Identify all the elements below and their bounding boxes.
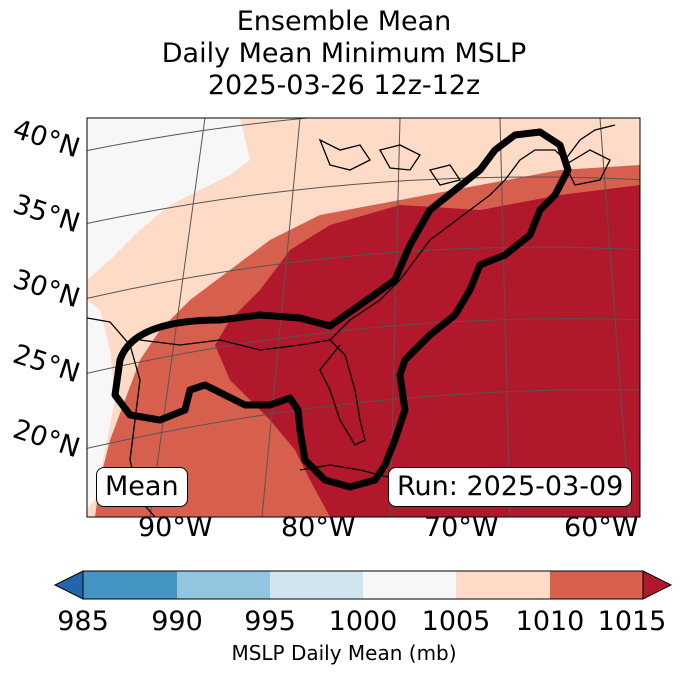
colorbar-tick-1010: 1010 bbox=[515, 606, 585, 637]
field-1000-1005 bbox=[87, 118, 250, 280]
colorbar-tick-1015: 1015 bbox=[597, 606, 667, 637]
lon-label-70: 70°W bbox=[424, 512, 499, 543]
colorbar-bin-1005-1010 bbox=[456, 571, 550, 599]
title-line-1: Ensemble Mean bbox=[236, 6, 452, 37]
stat-label: Mean bbox=[96, 467, 188, 507]
colorbar-extend-high bbox=[642, 570, 673, 600]
title-line-2: Daily Mean Minimum MSLP bbox=[161, 38, 527, 69]
great-lake-2 bbox=[379, 144, 421, 171]
title-line-3: 2025-03-26 12z-12z bbox=[207, 70, 481, 101]
lon-label-60: 60°W bbox=[564, 512, 639, 543]
contour-outline bbox=[111, 128, 572, 491]
graticule bbox=[87, 118, 640, 517]
mslp-field bbox=[87, 118, 640, 517]
grid-lat-30 bbox=[87, 246, 640, 299]
coast-gulf-florida bbox=[139, 339, 366, 446]
run-label: Run: 2025-03-09 bbox=[388, 467, 633, 507]
colorbar-frame bbox=[82, 570, 644, 600]
colorbar-bin-1010-1015 bbox=[550, 571, 643, 599]
field-1005-1010-ne bbox=[560, 118, 640, 165]
great-lake-3 bbox=[428, 164, 462, 186]
colorbar-tick-985: 985 bbox=[57, 606, 109, 637]
colorbar-tick-995: 995 bbox=[244, 606, 296, 637]
colorbar-tick-1000: 1000 bbox=[328, 606, 398, 637]
colorbar bbox=[53, 570, 673, 600]
great-lake-1 bbox=[318, 138, 371, 171]
coast-east bbox=[329, 124, 616, 341]
colorbar-tick-1005: 1005 bbox=[421, 606, 491, 637]
map-frame bbox=[86, 117, 641, 518]
coast-maritimes bbox=[564, 149, 611, 186]
colorbar-bin-995-1000 bbox=[270, 571, 363, 599]
field-1005-1010 bbox=[87, 118, 640, 517]
colorbar-tick-990: 990 bbox=[151, 606, 203, 637]
colorbar-bin-1000-1005 bbox=[363, 571, 456, 599]
colorbar-label: MSLP Daily Mean (mb) bbox=[231, 641, 457, 665]
grid-lon-70 bbox=[499, 118, 511, 517]
grid-lon-65 bbox=[599, 118, 631, 517]
grid-lat-20 bbox=[87, 389, 640, 449]
lon-label-90: 90°W bbox=[138, 512, 213, 543]
colorbar-bin-985-990 bbox=[83, 571, 177, 599]
field-1000-1005-west bbox=[87, 300, 115, 510]
colorbar-bin-990-995 bbox=[177, 571, 270, 599]
lon-label-80: 80°W bbox=[281, 512, 356, 543]
grid-lat-25 bbox=[87, 318, 640, 374]
colorbar-extend-low bbox=[53, 570, 84, 600]
grid-lat-40 bbox=[87, 118, 313, 152]
field-gt-1015 bbox=[215, 185, 640, 517]
grid-lon-90 bbox=[149, 118, 206, 517]
